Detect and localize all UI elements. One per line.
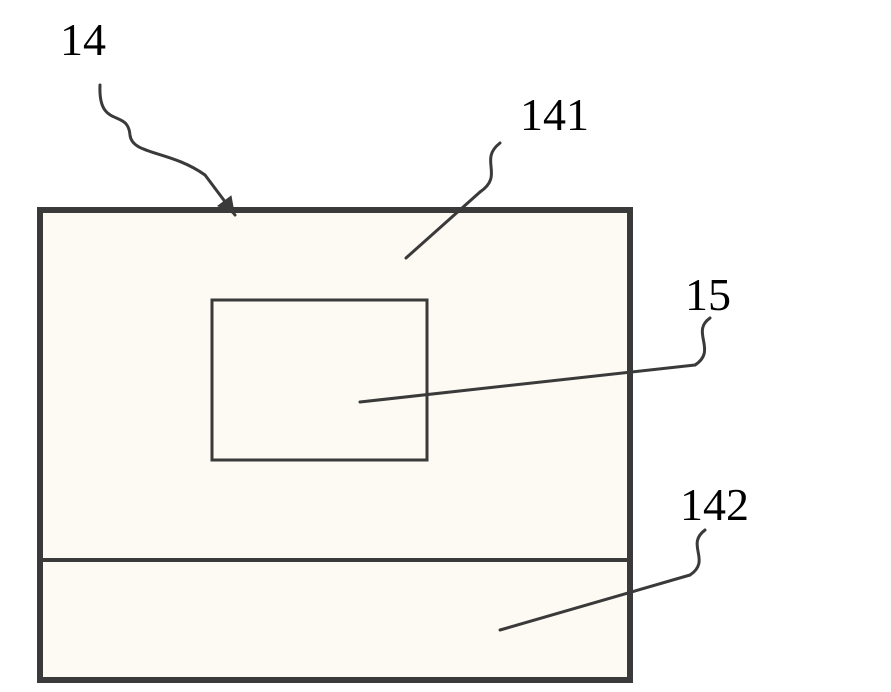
label-15: 15 xyxy=(685,269,731,320)
label-142: 142 xyxy=(680,479,749,530)
label-14: 14 xyxy=(60,14,106,65)
diagram-canvas: 14 141 15 142 xyxy=(0,0,891,692)
leader-142-squiggle xyxy=(690,530,705,575)
leader-14-arrow xyxy=(100,85,235,215)
leader-141-squiggle xyxy=(480,143,500,192)
label-141: 141 xyxy=(520,89,589,140)
leader-15-squiggle xyxy=(695,318,710,365)
inner-box xyxy=(212,300,427,460)
